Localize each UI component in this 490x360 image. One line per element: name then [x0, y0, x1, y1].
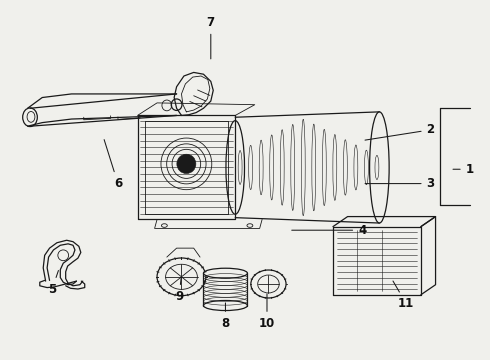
Ellipse shape — [226, 121, 245, 214]
Text: 7: 7 — [207, 16, 215, 59]
Text: 4: 4 — [292, 224, 367, 237]
Text: 3: 3 — [365, 177, 435, 190]
Text: 1: 1 — [453, 163, 474, 176]
Text: 2: 2 — [365, 123, 435, 140]
Text: 8: 8 — [221, 303, 230, 330]
Ellipse shape — [171, 99, 182, 111]
Text: 6: 6 — [104, 140, 122, 190]
Text: 11: 11 — [393, 281, 415, 310]
Ellipse shape — [203, 301, 247, 311]
Text: 5: 5 — [48, 270, 58, 296]
Ellipse shape — [23, 108, 37, 127]
Ellipse shape — [203, 268, 247, 278]
Text: 10: 10 — [259, 294, 275, 330]
Ellipse shape — [251, 270, 286, 298]
Ellipse shape — [369, 112, 389, 223]
Text: 9: 9 — [175, 278, 183, 303]
Ellipse shape — [177, 154, 196, 174]
Ellipse shape — [183, 161, 189, 167]
Ellipse shape — [157, 258, 206, 296]
